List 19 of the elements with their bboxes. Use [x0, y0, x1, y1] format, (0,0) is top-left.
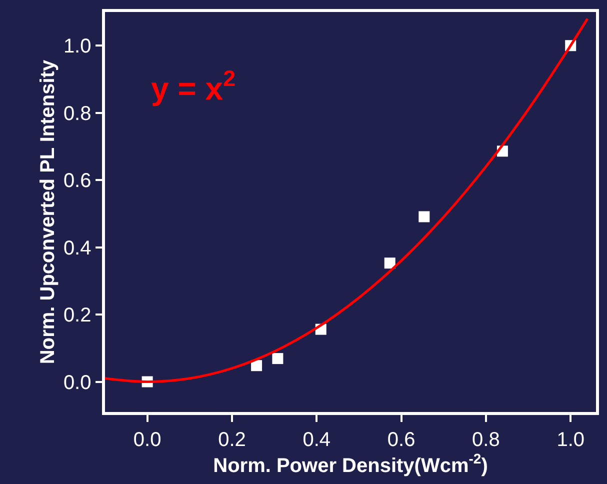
x-tick-label: 0.2 — [218, 428, 246, 451]
annotation: y = x$^{2}$ — [151, 66, 236, 106]
point — [418, 211, 430, 222]
y-tick-label: 1.0 — [63, 36, 92, 58]
point — [384, 258, 396, 269]
y-tick-label: 0.4 — [63, 237, 92, 260]
y-tick-label: 0.2 — [63, 304, 92, 327]
x-tick-label: 0.8 — [472, 428, 500, 451]
y-tick-label: 0.6 — [63, 170, 92, 192]
y-axis-title: Norm. Upconverted PL Intensity — [36, 59, 59, 364]
x-tick-label: 0.6 — [387, 428, 416, 451]
y-tick-label: 0.0 — [63, 372, 92, 394]
x-axis-title: Norm. Power Density(Wcm$^{-2}$) — [213, 450, 488, 478]
point — [272, 353, 284, 364]
point — [251, 360, 262, 372]
x-tick-label: 0.0 — [133, 428, 162, 451]
x-tick-label: 0.4 — [302, 428, 331, 451]
x-tick-label: 1.0 — [556, 428, 585, 451]
y-tick-label: 0.8 — [63, 102, 92, 125]
